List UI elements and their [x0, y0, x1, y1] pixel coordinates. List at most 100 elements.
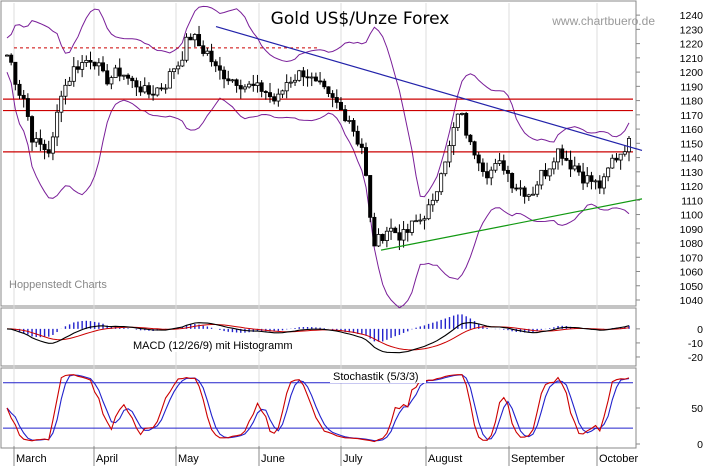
- candle-body: [610, 157, 615, 169]
- candle-body: [614, 157, 619, 161]
- candle-body: [113, 67, 118, 79]
- candle-body: [576, 165, 581, 173]
- candle-body: [171, 68, 176, 73]
- candle-body: [67, 80, 72, 86]
- price-tick-label: 1120: [680, 181, 703, 193]
- candle-body: [376, 234, 381, 247]
- candle-body: [238, 85, 243, 90]
- candle-body: [197, 34, 202, 47]
- candle-body: [180, 59, 185, 67]
- candle-body: [318, 80, 323, 83]
- macd-signal-line: [7, 324, 630, 351]
- candle-body: [130, 77, 135, 82]
- candle-body: [430, 199, 435, 206]
- candle-body: [25, 98, 30, 117]
- candle-body: [530, 193, 535, 196]
- month-label: August: [428, 453, 462, 465]
- candle-body: [105, 70, 110, 85]
- month-label: July: [343, 453, 363, 465]
- candle-body: [80, 62, 85, 70]
- candle-body: [71, 66, 76, 82]
- candle-body: [234, 79, 239, 86]
- candle-body: [247, 83, 252, 88]
- candle-body: [305, 76, 310, 79]
- trendline-resistance: [215, 25, 643, 152]
- candle-body: [205, 50, 210, 54]
- candle-body: [209, 50, 214, 63]
- bollinger-upper: [6, 5, 630, 198]
- price-panel-frame: [0, 0, 637, 307]
- candle-body: [359, 143, 364, 148]
- price-tick-label: 1050: [680, 281, 704, 293]
- stochastic-indicator: 50 0: [3, 374, 703, 451]
- month-axis: March April May June July August September Octo…: [13, 446, 638, 466]
- candle-body: [30, 116, 35, 143]
- price-tick-label: 1130: [680, 167, 703, 179]
- bollinger-lower: [6, 72, 630, 309]
- candle-body: [201, 45, 206, 54]
- price-tick-label: 1090: [680, 224, 704, 236]
- candle-body: [372, 216, 377, 247]
- candle-body: [447, 145, 452, 163]
- watermark-label: Hoppenstedt Charts: [9, 279, 107, 291]
- candle-body: [155, 87, 160, 96]
- price-tick-label: 1210: [680, 53, 704, 65]
- candle-body: [439, 173, 444, 193]
- price-tick-label: 1240: [680, 10, 704, 22]
- macd-tick-label: -10: [688, 338, 703, 350]
- macd-indicator: 0 -10 -20: [6, 314, 703, 364]
- candle-body: [380, 234, 385, 241]
- candle-body: [618, 153, 623, 161]
- price-tick-label: 1150: [680, 138, 703, 150]
- candle-body: [59, 95, 64, 113]
- candle-body: [414, 220, 419, 223]
- price-tick-label: 1170: [680, 110, 703, 122]
- candle-body: [176, 65, 181, 70]
- price-tick-label: 1230: [680, 24, 704, 36]
- candle-body: [401, 229, 406, 241]
- price-tick-label: 1100: [680, 210, 703, 222]
- candle-body: [434, 191, 439, 201]
- candle-body: [455, 113, 460, 128]
- candle-body: [409, 220, 414, 233]
- price-tick-label: 1220: [680, 39, 704, 51]
- candle-body: [497, 160, 502, 164]
- candle-body: [343, 109, 348, 122]
- candle-body: [9, 54, 14, 63]
- candle-body: [21, 94, 26, 99]
- candle-body: [188, 36, 193, 41]
- month-label: March: [16, 453, 47, 465]
- stoch-k-line: [6, 374, 630, 443]
- price-tick-label: 1200: [680, 67, 704, 79]
- candle-body: [242, 86, 247, 90]
- stoch-tick-label: 0: [697, 439, 703, 451]
- macd-label-bg: [131, 338, 279, 352]
- candle-body: [46, 149, 51, 154]
- stoch-tick-label: 50: [691, 403, 703, 415]
- candle-body: [338, 101, 343, 111]
- candle-body: [472, 141, 477, 156]
- candle-body: [476, 154, 481, 164]
- month-label: June: [261, 453, 285, 465]
- candle-body: [510, 173, 515, 189]
- candle-body: [55, 111, 60, 138]
- candle-body: [551, 161, 556, 170]
- price-tick-label: 1160: [680, 124, 703, 136]
- bollinger-bands: [6, 5, 630, 309]
- candle-body: [121, 74, 126, 77]
- candle-body: [151, 93, 156, 96]
- candle-body: [272, 96, 277, 102]
- candle-body: [426, 204, 431, 220]
- candle-body: [468, 134, 473, 143]
- candle-body: [627, 138, 632, 153]
- candle-body: [347, 120, 352, 122]
- price-tick-label: 1080: [680, 238, 704, 250]
- candle-body: [309, 76, 314, 79]
- candle-body: [126, 74, 131, 79]
- candle-body: [38, 138, 43, 145]
- candle-body: [142, 85, 147, 93]
- candle-body: [230, 79, 235, 82]
- candle-body: [334, 97, 339, 103]
- candle-body: [192, 34, 197, 41]
